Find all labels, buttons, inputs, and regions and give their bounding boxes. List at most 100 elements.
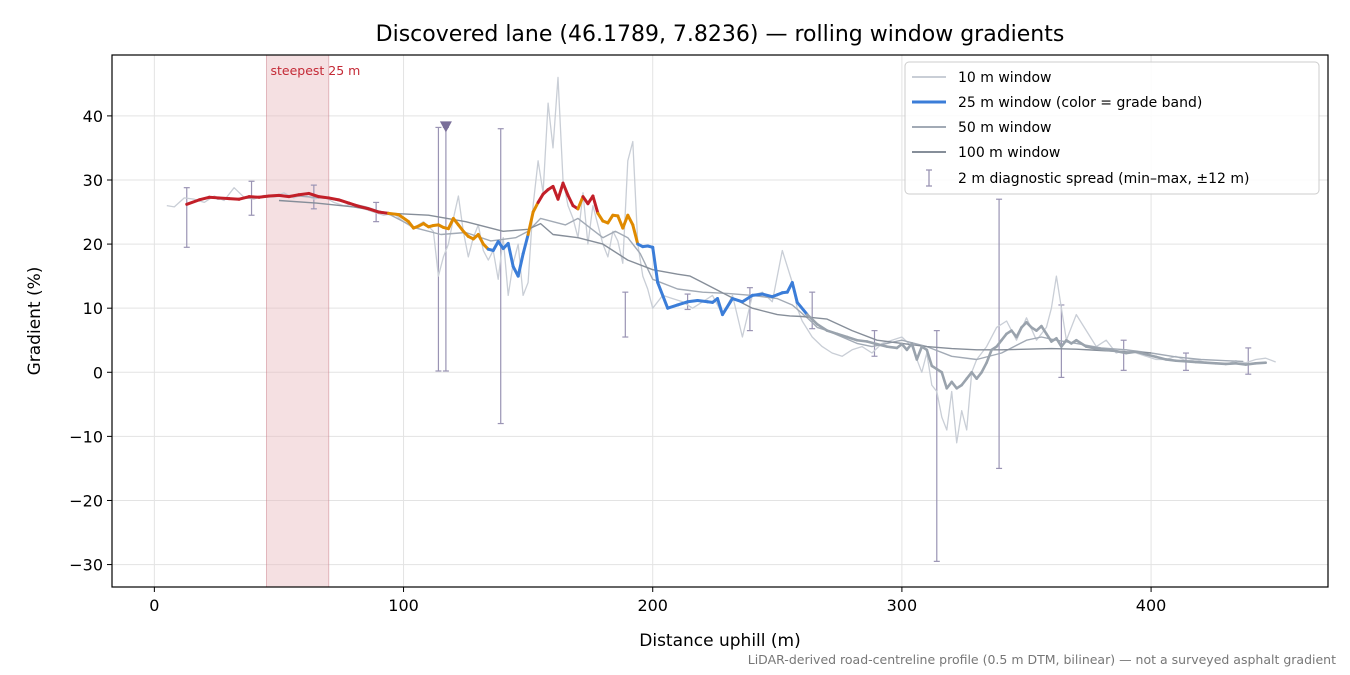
series-25m-segment [1194, 360, 1208, 364]
series-25m-segment [795, 300, 809, 317]
series-25m-segment [267, 193, 281, 198]
series-25m-segment [367, 207, 381, 214]
series-25m-segment [257, 194, 271, 199]
legend-box [904, 61, 1320, 195]
series-25m-segment [1134, 350, 1148, 356]
series-25m-segment [1244, 362, 1258, 366]
y-tick-label: 30 [83, 171, 103, 190]
series-25m-segment [651, 245, 660, 285]
triangle-marker [439, 121, 452, 133]
series-25m-segment [185, 198, 201, 206]
series-25m-segment [1104, 348, 1118, 353]
y-axis-label: Gradient (%) [25, 267, 45, 376]
x-axis-ticks: 0 100 200 300 400 [149, 587, 1166, 615]
series-25m-segment [835, 332, 849, 339]
series-25m-segment [606, 213, 615, 225]
series-25m-segment [397, 213, 411, 224]
series-25m-segment [1114, 349, 1128, 355]
series-25m-segment [740, 293, 754, 304]
series-25m-segment [730, 297, 744, 304]
series-25m-segment [227, 197, 241, 201]
series-25m-segment [297, 191, 311, 197]
series-25m-segment [217, 196, 231, 201]
series-25m-segment [975, 370, 983, 380]
y-tick-label: 20 [83, 235, 103, 254]
series-10m-window [166, 76, 1276, 444]
plot-frame [111, 54, 1329, 588]
series-25m-segment [197, 195, 211, 202]
series-25m-segment [561, 181, 570, 197]
x-tick-label: 300 [887, 596, 918, 615]
series-25m-segment [337, 198, 351, 205]
series-25m-segment [377, 210, 391, 215]
series-25m-segment [1055, 337, 1063, 348]
highlight-label: steepest 25 m [270, 63, 360, 78]
series-25m-segment [805, 313, 819, 326]
series-25m-segment [1000, 332, 1008, 342]
marker-layer [439, 121, 452, 133]
series-25m-segment [1254, 361, 1268, 365]
series-25m-segment [446, 216, 455, 231]
series-25m-segment [965, 370, 973, 380]
series-25m-segment [516, 252, 525, 278]
series-25m-segment [1015, 326, 1023, 339]
x-tick-label: 400 [1136, 596, 1167, 615]
series-25m-segment [1204, 361, 1218, 365]
series-25m-segment [237, 195, 251, 201]
series-25m-segment [760, 292, 774, 299]
series-25m-segment [277, 193, 291, 199]
x-tick-label: 0 [149, 596, 159, 615]
series-25m-segment [327, 196, 341, 202]
series-25m-segment [1224, 362, 1238, 366]
series-25m-segment [1214, 362, 1228, 366]
x-axis-label: Distance uphill (m) [639, 631, 800, 651]
y-tick-label: −20 [69, 491, 103, 510]
legend-swatch-errorbar [926, 169, 932, 187]
series-100m-window [278, 199, 1152, 354]
series-25m-segment [626, 213, 635, 227]
series-25m-segment [995, 338, 1003, 348]
series-25m-segment [1094, 347, 1108, 352]
series-25m-segment [1040, 324, 1048, 336]
series-25m-segment [491, 240, 500, 252]
series-25m-segment [750, 292, 764, 297]
series-25m-segment [910, 342, 919, 361]
series-25m-segment [1234, 362, 1248, 366]
series-25m-segment [865, 340, 879, 346]
series-25m-segment [790, 281, 799, 304]
series-25m-segment [596, 211, 605, 223]
series-25m-segment [815, 322, 829, 332]
series-25m-segment [666, 303, 680, 310]
series-25m-segment [855, 338, 869, 343]
y-tick-label: −10 [69, 427, 103, 446]
legend-label-100m: 100 m window [958, 145, 1060, 161]
series-25m-segment [686, 298, 700, 304]
x-tick-label: 100 [388, 596, 419, 615]
series-25m-segment [591, 194, 600, 215]
series-25m-segment [885, 345, 899, 350]
highlight-band [266, 54, 330, 588]
series-25m-segment [980, 361, 988, 374]
series-25m-segment [357, 204, 371, 211]
series-25m-segment [1164, 358, 1178, 363]
series-25m-segment [1045, 332, 1053, 343]
series-25m-segment [985, 348, 993, 364]
series-25m-segment [621, 213, 630, 230]
series-25m-segment [631, 223, 640, 246]
series-25m-segment [656, 281, 670, 310]
series-25m-segment [825, 329, 839, 336]
series-25m-segment [1124, 350, 1138, 355]
series-25m-segment [970, 370, 978, 380]
series-25m-segment [940, 370, 949, 390]
series-25m-segment [845, 335, 859, 342]
y-axis-ticks: −30 −20 −10 0 10 20 30 40 [69, 107, 112, 575]
series-25m-segment [556, 181, 565, 201]
y-tick-label: 40 [83, 107, 103, 126]
series-25m-segment [1060, 338, 1068, 348]
y-tick-label: 10 [83, 299, 103, 318]
series-25m-segment [317, 195, 331, 200]
series-25m-segment [960, 377, 968, 387]
data-series [166, 76, 1276, 444]
series-25m-window [185, 181, 1268, 390]
